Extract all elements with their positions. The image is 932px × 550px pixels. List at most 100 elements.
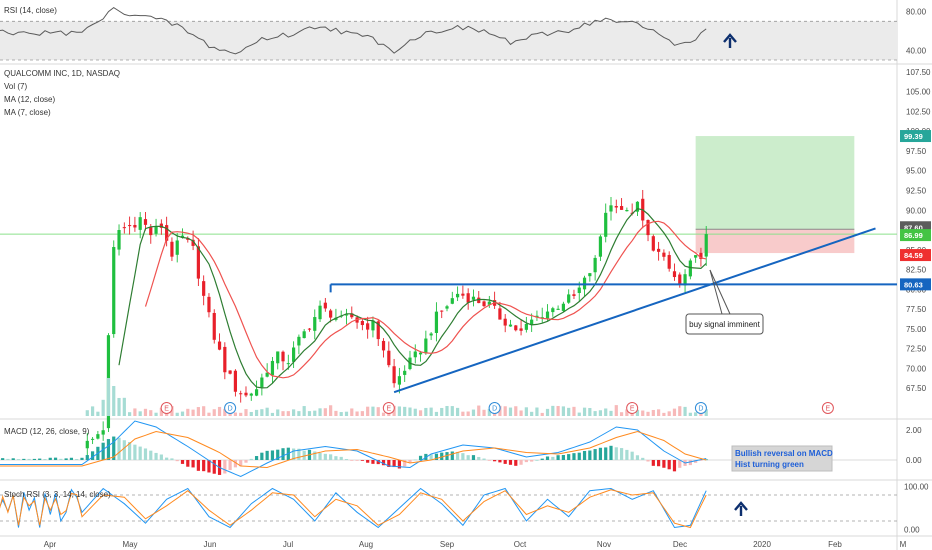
macd-histogram-bar [32, 458, 36, 460]
macd-histogram-bar [482, 458, 486, 460]
volume-bar [667, 411, 671, 416]
macd-histogram-bar [466, 455, 470, 460]
volume-bar [619, 412, 624, 416]
macd-histogram-bar [59, 458, 63, 460]
candle-body [175, 240, 179, 255]
macd-histogram-bar [64, 458, 68, 460]
macd-histogram-bar [588, 450, 592, 460]
rsi-tick-label: 80.00 [906, 8, 927, 17]
event-marker [382, 402, 395, 414]
candles-layer [85, 189, 708, 458]
candle-body [434, 311, 439, 333]
volume-bar [254, 409, 259, 416]
volume-bar [149, 410, 153, 416]
price-tick-label: 72.50 [906, 345, 927, 354]
candle-body [604, 212, 608, 237]
annotation-text: buy signal imminent [689, 320, 760, 329]
candle-body [376, 321, 380, 340]
candle-body [614, 206, 618, 208]
macd-histogram-bar [117, 437, 121, 460]
candle-body [646, 220, 650, 236]
candle-body [466, 293, 470, 303]
macd-histogram-bar [281, 448, 285, 460]
time-tick-label: May [122, 540, 137, 549]
macd-histogram-bar [598, 447, 603, 460]
macd-note-box[interactable]: Bullish reversal on MACD Hist turning gr… [731, 445, 833, 472]
time-tick-label: Sep [440, 540, 455, 549]
volume-bar [593, 411, 597, 416]
macd-histogram-bar [635, 455, 640, 460]
price-tick-label: 105.00 [906, 88, 931, 97]
volume-bar [397, 406, 401, 416]
macd-histogram-bar [270, 450, 275, 460]
macd-histogram-bar [593, 449, 597, 460]
rsi-tick-label: 40.00 [906, 46, 927, 55]
candle-body [307, 328, 312, 330]
macd-histogram-bar [207, 460, 211, 473]
macd-histogram-bar [186, 460, 190, 467]
candle-body [572, 294, 576, 296]
macd-histogram-bar [22, 458, 26, 460]
macd-histogram-bar [540, 458, 544, 460]
volume-bar [159, 407, 163, 416]
up-arrow-icon [734, 501, 748, 516]
volume-bar [286, 411, 290, 416]
macd-histogram-bar [678, 460, 682, 468]
volume-bar [223, 408, 227, 416]
annotation-callout[interactable]: buy signal imminent [685, 269, 764, 335]
price-tick-label: 107.50 [906, 68, 931, 77]
candle-body [688, 260, 692, 277]
macd-histogram-bar [556, 455, 560, 460]
macd-histogram-bar [196, 460, 200, 471]
candle-body [143, 219, 148, 225]
time-axis[interactable]: Apr May Jun Jul Aug Sep Oct Nov Dec 2020 Feb M [44, 540, 907, 549]
candle-body [598, 236, 603, 257]
candle-body [186, 238, 190, 240]
macd-histogram-bar [551, 456, 555, 460]
candle-body [159, 223, 163, 228]
volume-bar [233, 412, 238, 416]
volume-bar [239, 412, 243, 416]
macd-histogram-bar [143, 448, 148, 460]
volume-bar [429, 407, 433, 416]
macd-histogram-bar [694, 460, 698, 463]
candle-body [514, 325, 518, 331]
candle-body [313, 317, 317, 331]
macd-histogram-bar [387, 460, 391, 467]
volume-bar [577, 412, 581, 416]
volume-bar [466, 411, 470, 416]
candle-body [117, 230, 121, 250]
macd-note-line-2: Hist turning green [735, 460, 804, 469]
volume-bar [180, 411, 185, 416]
volume-bar [355, 411, 359, 416]
candle-body [223, 346, 227, 373]
candle-body [567, 294, 571, 303]
macd-histogram-bar [69, 457, 74, 460]
time-tick-label: Apr [44, 540, 57, 549]
macd-histogram-bar [239, 460, 243, 467]
candle-body [122, 227, 126, 229]
macd-histogram-bar [366, 460, 370, 463]
volume-bar [694, 412, 698, 416]
macd-note-bg [731, 445, 833, 472]
candle-body [254, 389, 259, 396]
candle-body [471, 296, 476, 300]
volume-bar [276, 409, 280, 416]
volume-bar [408, 407, 412, 416]
candle-body [403, 370, 407, 375]
candle-body [387, 350, 391, 366]
macd-histogram-bar [297, 448, 301, 460]
candle-body [244, 392, 248, 396]
candle-body [699, 252, 703, 259]
annotation-pointer [709, 269, 723, 315]
price-badge [900, 229, 931, 242]
candle-body [662, 252, 666, 257]
volume-bar [635, 409, 640, 416]
price-tick-label: 75.00 [906, 325, 927, 334]
candle-body [276, 351, 280, 364]
event-marker-label: D [698, 406, 703, 413]
macd-histogram-bar [128, 442, 132, 460]
stoch-layer [0, 487, 897, 529]
price-badge-label: 84.59 [904, 251, 923, 260]
candle-body [302, 331, 306, 339]
